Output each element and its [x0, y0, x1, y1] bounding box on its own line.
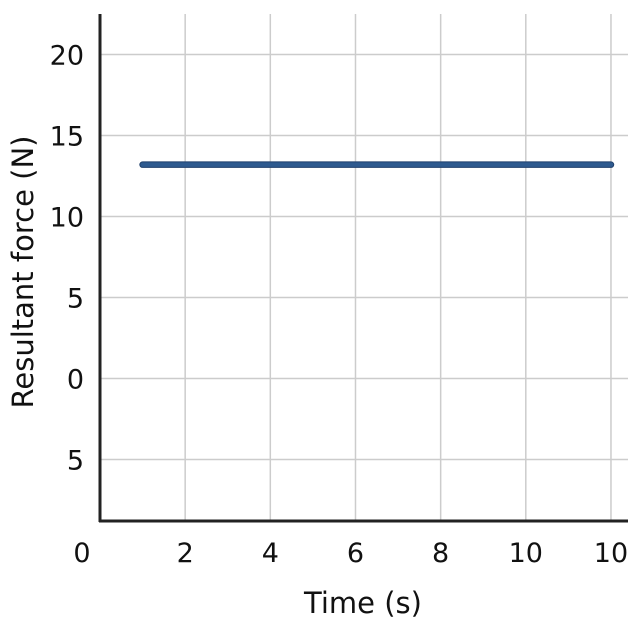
y-axis-title: Resultant force (N)	[6, 136, 40, 409]
x-tick-label: 4	[262, 538, 279, 569]
y-tick-label: 0	[67, 364, 84, 395]
x-tick-label: 8	[432, 538, 449, 569]
x-tick-label: 10	[509, 538, 543, 569]
y-tick-label: 5	[67, 283, 84, 314]
x-tick-label: 0	[73, 538, 90, 569]
x-tick-label: 10	[594, 538, 628, 569]
grid	[100, 14, 628, 521]
x-tick-label: 6	[347, 538, 364, 569]
y-tick-labels: 20 15 10 5 0 5	[50, 40, 84, 476]
axes	[98, 14, 628, 523]
y-tick-label: 10	[50, 202, 84, 233]
x-tick-labels: 0 2 4 6 8 10 10	[73, 538, 628, 569]
x-axis-title: Time (s)	[303, 586, 422, 620]
x-tick-label: 2	[177, 538, 194, 569]
y-tick-label: 15	[50, 121, 84, 152]
y-tick-label: 20	[50, 40, 84, 71]
y-tick-label: 5	[67, 445, 84, 476]
